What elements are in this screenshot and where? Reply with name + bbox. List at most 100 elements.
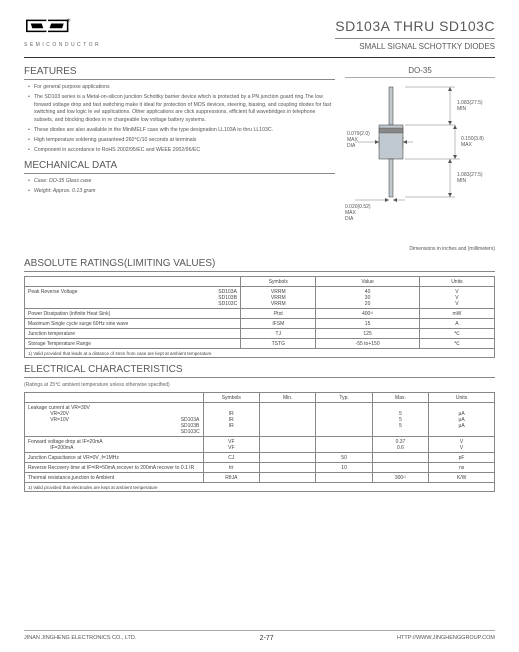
semiconductor-label: SEMICONDUCTOR	[24, 42, 101, 48]
cell-value: 400¹⁾	[316, 309, 419, 319]
col-typ: Typ.	[316, 393, 372, 403]
table-header-row: Symbols Min. Typ. Max. Units	[25, 393, 495, 403]
svg-text:MIN: MIN	[457, 106, 467, 112]
cell-typ: 10	[316, 463, 372, 473]
cell-typ	[316, 437, 372, 453]
footer-company: JINAN JINGHENG ELECTRONICS CO., LTD.	[24, 635, 136, 642]
cell-units: ns	[429, 463, 495, 473]
param-sub: SD103A SD103B SD103C	[181, 417, 200, 435]
cell-param: Junction Capacitance at VR=0V ,f=1MHz	[25, 453, 204, 463]
company-logo: ®	[24, 18, 72, 40]
cell-units: K/W	[429, 473, 495, 483]
cell-units: mW	[419, 309, 494, 319]
feature-item: Component in accordance to RoHS 2002/95/…	[28, 147, 335, 155]
mechanical-title: MECHANICAL DATA	[24, 160, 335, 174]
cell-units: pF	[429, 453, 495, 463]
table-row: Storage Temperature Range TSTG -55 to+15…	[25, 339, 495, 349]
cell-units: V V	[429, 437, 495, 453]
left-column: FEATURES For general purpose application…	[24, 66, 335, 252]
col-symbol: Symbols	[241, 277, 316, 287]
cell-min	[260, 463, 316, 473]
electrical-ratings-note: (Ratings at 25℃ ambient temperature unle…	[24, 382, 495, 388]
cell-units: ℃	[419, 339, 494, 349]
mechanical-text: Case: DO-35 Glass case	[34, 178, 91, 184]
footer: JINAN JINGHENG ELECTRONICS CO., LTD. 2-7…	[24, 630, 495, 642]
cell-param: Forward voltage drop at IF=20mA IF=200mA	[25, 437, 204, 453]
electrical-title: ELECTRICAL CHARACTERISTICS	[24, 364, 495, 378]
cell-symbol: IR IR IR	[203, 403, 259, 437]
absolute-title: ABSOLUTE RATINGS(LIMITING VALUES)	[24, 258, 495, 272]
content-row: FEATURES For general purpose application…	[24, 66, 495, 252]
cell-max: 0.37 0.6	[372, 437, 428, 453]
col-value: Value	[316, 277, 419, 287]
cell-symbol: TJ	[241, 329, 316, 339]
svg-text:MAX: MAX	[461, 142, 473, 148]
header: ® SEMICONDUCTOR SD103A THRU SD103C SMALL…	[24, 18, 495, 51]
col-units: Units	[429, 393, 495, 403]
cell-typ	[316, 403, 372, 437]
cell-param: Power Dissipation (infinite Heat Sink)	[25, 309, 241, 319]
param-sub: SD103A SD103B SD103C	[218, 289, 237, 307]
title-block: SD103A THRU SD103C SMALL SIGNAL SCHOTTKY…	[335, 18, 495, 51]
mechanical-list: Case: DO-35 Glass case Weight: Approx. 0…	[24, 178, 335, 196]
cell-typ	[316, 473, 372, 483]
footer-page: 2-77	[260, 635, 274, 642]
package-drawing: 1.083(27.5) MIN 0.079(2.0) MAX DIA 0.150…	[345, 82, 495, 242]
cell-min	[260, 437, 316, 453]
cell-min	[260, 403, 316, 437]
cell-value: 40 30 20	[316, 287, 419, 309]
cell-symbol: VRRM VRRM VRRM	[241, 287, 316, 309]
sub-title: SMALL SIGNAL SCHOTTKY DIODES	[335, 38, 495, 51]
table-note: 1) Valid provided that leads at a distan…	[25, 349, 495, 358]
right-column: DO-35 1.083(27.5) MIN 0.079(	[345, 66, 495, 252]
cell-units: ℃	[419, 329, 494, 339]
cell-value: 15	[316, 319, 419, 329]
cell-param: Storage Temperature Range	[25, 339, 241, 349]
cell-symbol: CJ	[203, 453, 259, 463]
table-header-row: Symbols Value Units	[25, 277, 495, 287]
cell-units: V V V	[419, 287, 494, 309]
mechanical-item: Weight: Approx. 0.13 gram	[28, 188, 335, 196]
cell-max: 300¹⁾	[372, 473, 428, 483]
absolute-ratings-table: Symbols Value Units Peak Reverse Voltage…	[24, 276, 495, 358]
cell-param: Maximum Single cycle surge 60Hz sine wav…	[25, 319, 241, 329]
feature-item: These diodes are also available in the M…	[28, 127, 335, 135]
feature-item: High temperature soldering guaranteed:26…	[28, 137, 335, 145]
col-param	[25, 393, 204, 403]
table-row: Junction Capacitance at VR=0V ,f=1MHz CJ…	[25, 453, 495, 463]
col-param	[25, 277, 241, 287]
table-row: Reverse Recovery time at IF=IR=50mA,reco…	[25, 463, 495, 473]
dimension-note: Dimensions in inches and (millimeters)	[345, 246, 495, 252]
table-row: Maximum Single cycle surge 60Hz sine wav…	[25, 319, 495, 329]
table-row: Thermal resistance,junction to Ambient R…	[25, 473, 495, 483]
feature-item: For general purpose applications	[28, 84, 335, 92]
logo-block: ® SEMICONDUCTOR	[24, 18, 101, 48]
mechanical-item: Case: DO-35 Glass case	[28, 178, 335, 186]
cell-typ: 50	[316, 453, 372, 463]
cell-param: Junction temperature	[25, 329, 241, 339]
mechanical-text: Weight: Approx. 0.13 gram	[34, 188, 95, 194]
table-note-row: 1) Valid provided that electrodes are ke…	[25, 483, 495, 492]
cell-units: A	[419, 319, 494, 329]
svg-text:DIA: DIA	[347, 143, 356, 149]
cell-max	[372, 453, 428, 463]
electrical-table: Symbols Min. Typ. Max. Units Leakage cur…	[24, 392, 495, 492]
cell-param: Leakage current at VR=30V VR=20V VR=10V S…	[25, 403, 204, 437]
param-text: Leakage current at VR=30V VR=20V VR=10V	[28, 405, 90, 423]
cell-min	[260, 453, 316, 463]
table-row: Junction temperature TJ 125 ℃	[25, 329, 495, 339]
col-symbol: Symbols	[203, 393, 259, 403]
cell-max: 5 5 5	[372, 403, 428, 437]
features-list: For general purpose applications The SD1…	[24, 84, 335, 154]
table-row: Power Dissipation (infinite Heat Sink) P…	[25, 309, 495, 319]
cell-units: μA μA μA	[429, 403, 495, 437]
cell-symbol: trr	[203, 463, 259, 473]
header-rule	[24, 57, 495, 58]
table-note: 1) Valid provided that electrodes are ke…	[25, 483, 495, 492]
features-title: FEATURES	[24, 66, 335, 80]
cell-symbol: IFSM	[241, 319, 316, 329]
table-row: Forward voltage drop at IF=20mA IF=200mA…	[25, 437, 495, 453]
cell-value: -55 to+150	[316, 339, 419, 349]
cell-symbol: VF VF	[203, 437, 259, 453]
svg-text:DIA: DIA	[345, 216, 354, 222]
